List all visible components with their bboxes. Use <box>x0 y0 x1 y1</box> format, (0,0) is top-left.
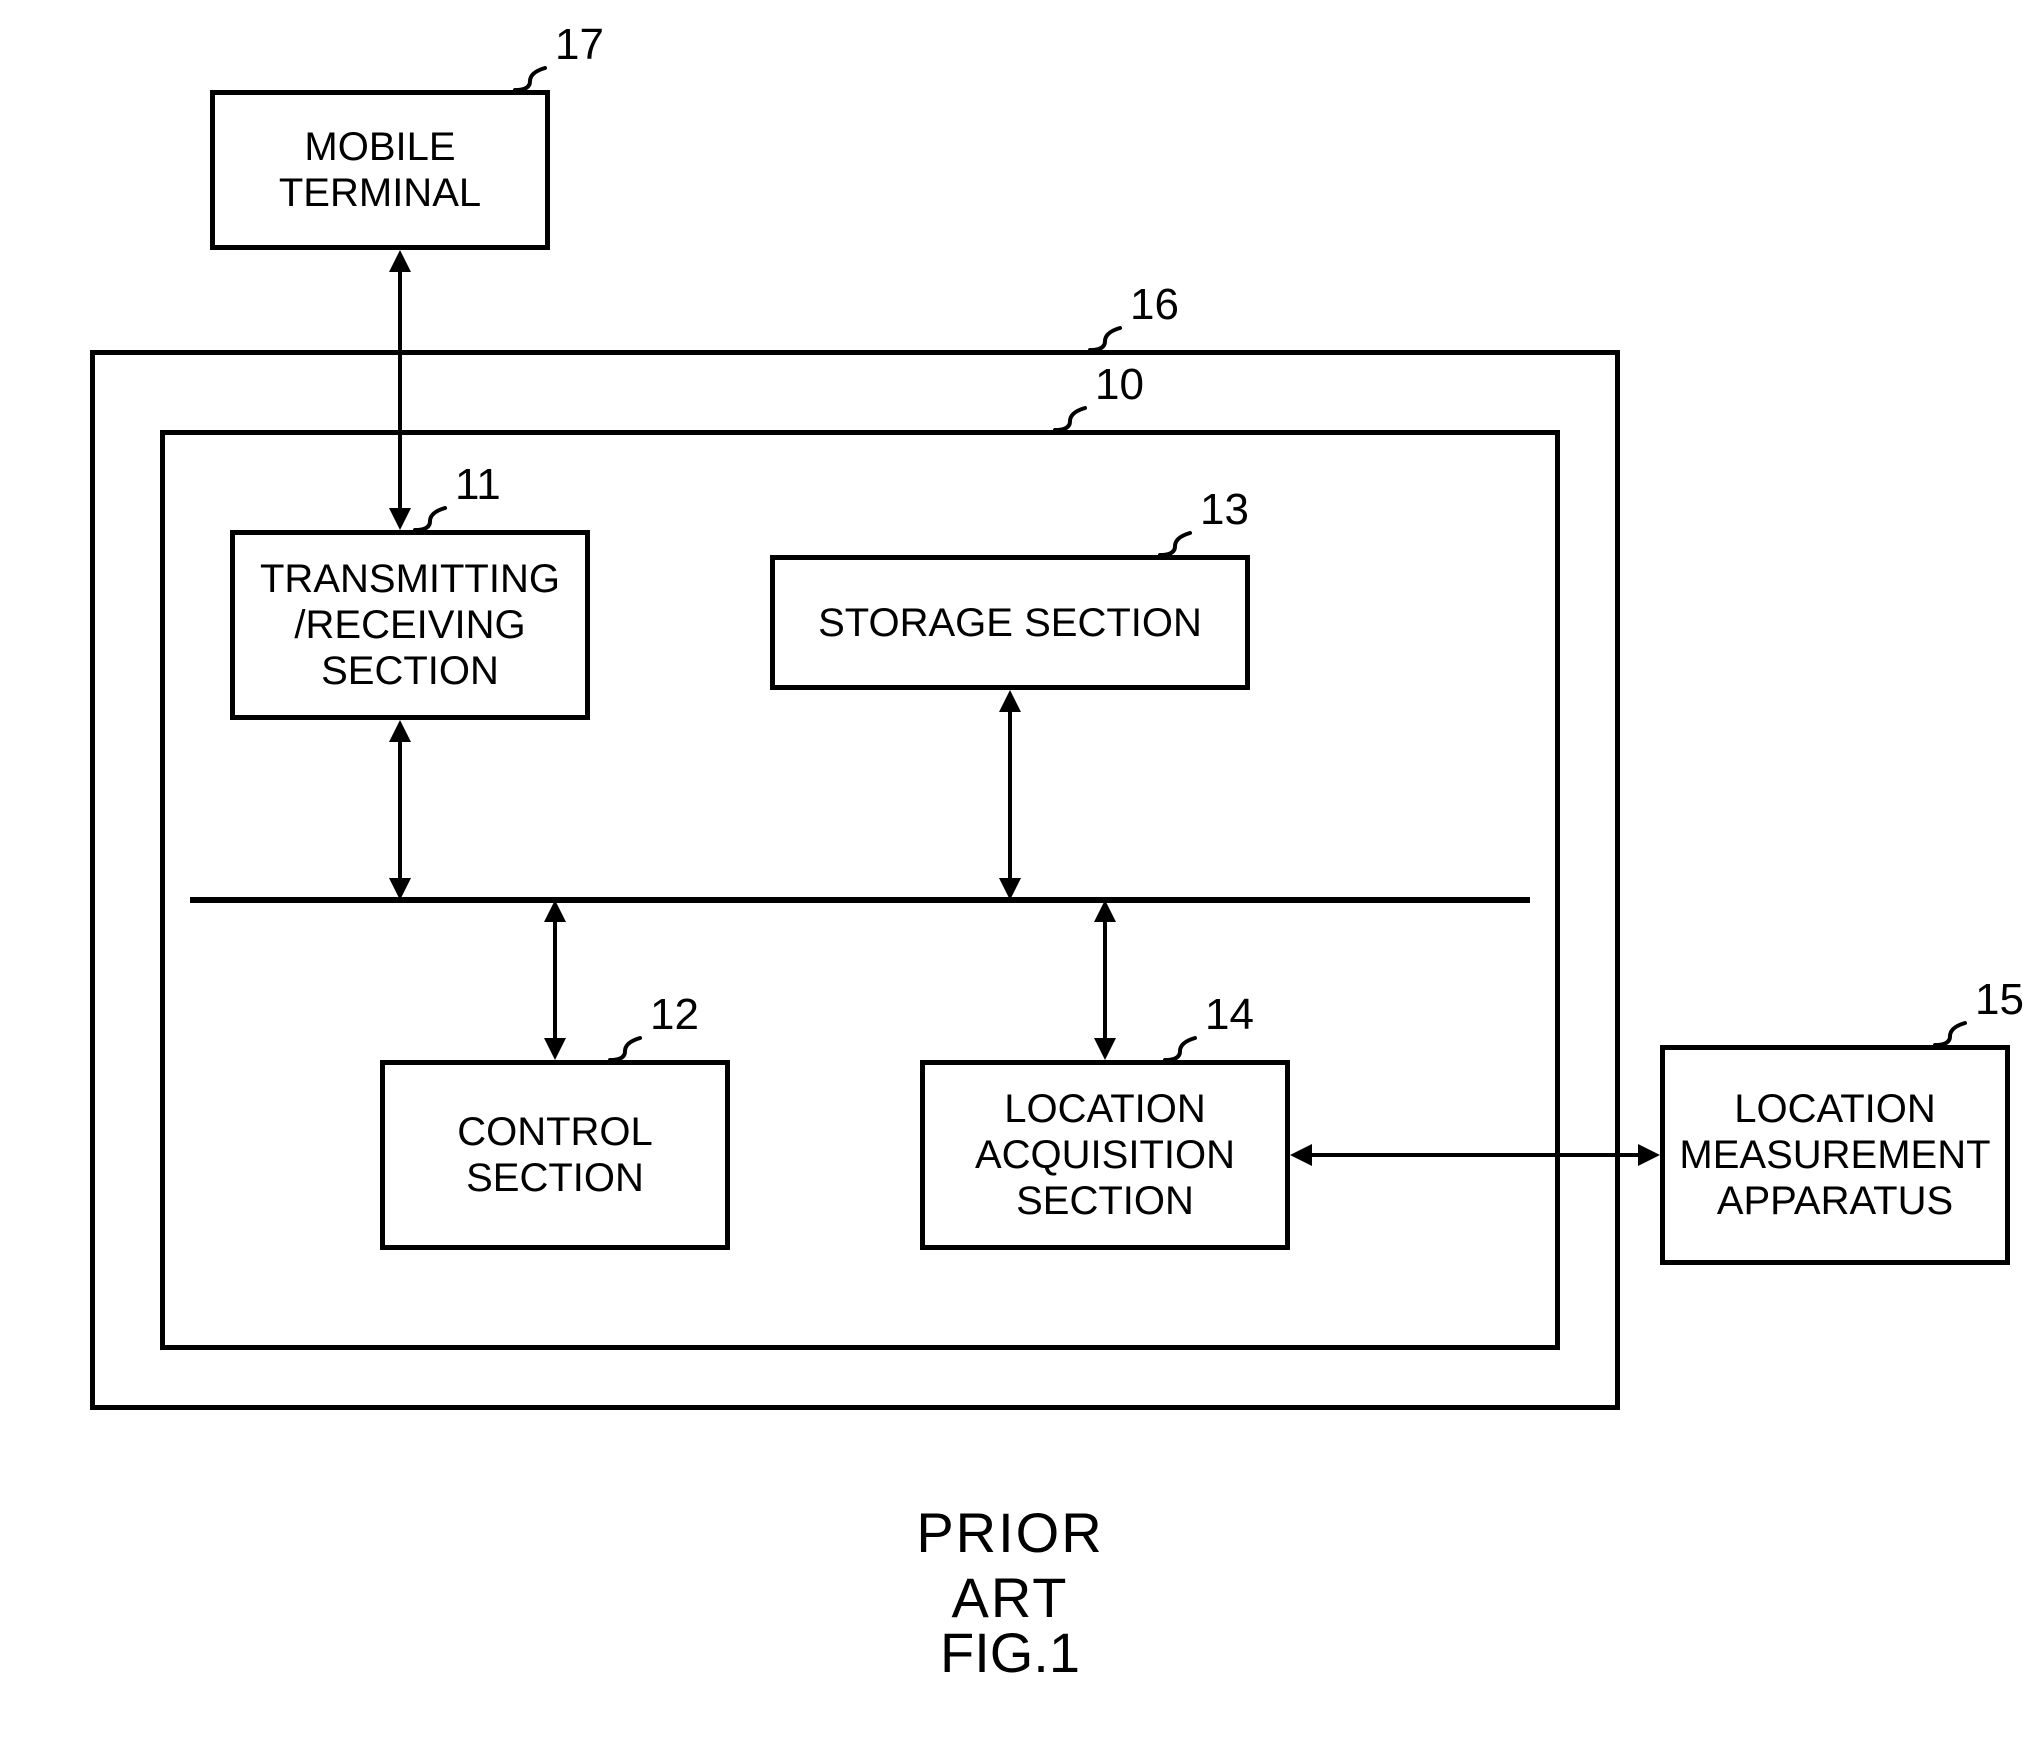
storage-label: STORAGE SECTION <box>818 600 1202 646</box>
storage-box: STORAGE SECTION <box>770 555 1250 690</box>
location-acq-box: LOCATION ACQUISITION SECTION <box>920 1060 1290 1250</box>
prior-art-caption: PRIOR ART <box>860 1500 1160 1630</box>
location-meas-box: LOCATION MEASUREMENT APPARATUS <box>1660 1045 2010 1265</box>
diagram-canvas: MOBILE TERMINAL TRANSMITTING /RECEIVING … <box>0 0 2026 1752</box>
location-meas-label-1: LOCATION <box>1734 1086 1936 1132</box>
mobile-terminal-box: MOBILE TERMINAL <box>210 90 550 250</box>
figure-caption: FIG.1 <box>860 1620 1160 1685</box>
transmitting-box: TRANSMITTING /RECEIVING SECTION <box>230 530 590 720</box>
control-label-2: SECTION <box>466 1155 644 1201</box>
location-meas-label-3: APPARATUS <box>1717 1178 1953 1224</box>
location-acq-label-1: LOCATION <box>1004 1086 1206 1132</box>
ref-11: 11 <box>455 460 501 510</box>
ref-15: 15 <box>1975 975 2024 1025</box>
ref-16: 16 <box>1130 280 1179 330</box>
transmitting-label-2: /RECEIVING <box>294 602 525 648</box>
control-box: CONTROL SECTION <box>380 1060 730 1250</box>
location-acq-label-2: ACQUISITION <box>975 1132 1235 1178</box>
transmitting-label-3: SECTION <box>321 648 499 694</box>
mobile-terminal-label-1: MOBILE <box>304 124 455 170</box>
mobile-terminal-label-2: TERMINAL <box>279 170 481 216</box>
ref-10: 10 <box>1095 360 1144 410</box>
location-acq-label-3: SECTION <box>1016 1178 1194 1224</box>
ref-12: 12 <box>650 990 699 1040</box>
control-label-1: CONTROL <box>457 1109 653 1155</box>
ref-13: 13 <box>1200 485 1249 535</box>
ref-14: 14 <box>1205 990 1254 1040</box>
location-meas-label-2: MEASUREMENT <box>1679 1132 1990 1178</box>
transmitting-label-1: TRANSMITTING <box>260 556 560 602</box>
ref-17: 17 <box>555 20 604 70</box>
